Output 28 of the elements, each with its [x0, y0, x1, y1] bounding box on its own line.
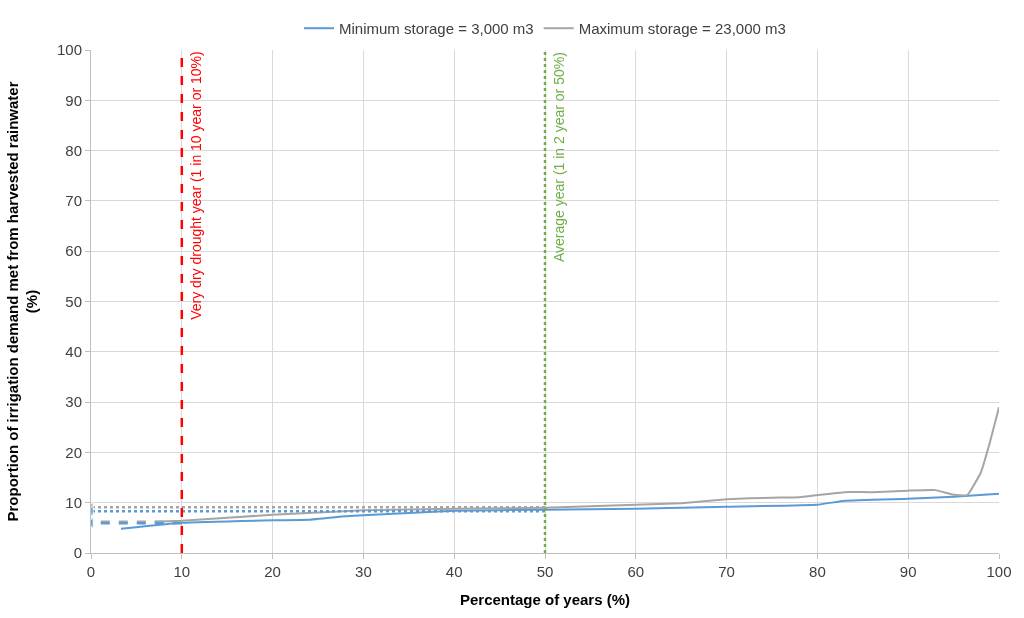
- y-tick-label: 60: [65, 242, 82, 260]
- y-axis-title: Proportion of irrigation demand met from harvested rainwater (%): [3, 81, 41, 522]
- x-tick-label: 10: [173, 563, 191, 580]
- y-tick-label: 70: [65, 192, 82, 210]
- y-tick-label: 100: [56, 41, 82, 59]
- y-tick-label: 10: [65, 493, 82, 511]
- legend-label: Minimum storage = 3,000 m3: [339, 20, 534, 38]
- x-tick-label: 0: [86, 563, 96, 580]
- y-tick-label: 30: [65, 393, 82, 411]
- x-tick-label: 20: [264, 563, 281, 580]
- y-tick-label: 80: [65, 141, 82, 159]
- x-tick-label: 40: [445, 563, 463, 580]
- ref-line-label: Average year (1 in 2 year or 50%): [551, 52, 567, 262]
- y-tick-label: 0: [73, 544, 82, 562]
- y-tick-label: 50: [65, 292, 82, 310]
- y-tick-label: 40: [65, 343, 82, 361]
- x-axis-title: Percentage of years (%): [459, 591, 631, 608]
- ref-line-label: Very dry drought year (1 in 10 year or 10%): [187, 51, 204, 320]
- x-tick-label: 80: [809, 563, 826, 580]
- legend-label: Maximum storage = 23,000 m3: [578, 20, 786, 38]
- x-tick-label: 30: [355, 563, 372, 580]
- y-tick-label: 20: [65, 443, 82, 461]
- y-tick-label: 90: [65, 91, 82, 109]
- x-tick-label: 100: [986, 563, 1012, 580]
- x-tick-label: 50: [536, 563, 554, 580]
- x-tick-label: 90: [899, 563, 917, 580]
- x-tick-label: 60: [627, 563, 645, 580]
- x-tick-label: 70: [718, 563, 735, 580]
